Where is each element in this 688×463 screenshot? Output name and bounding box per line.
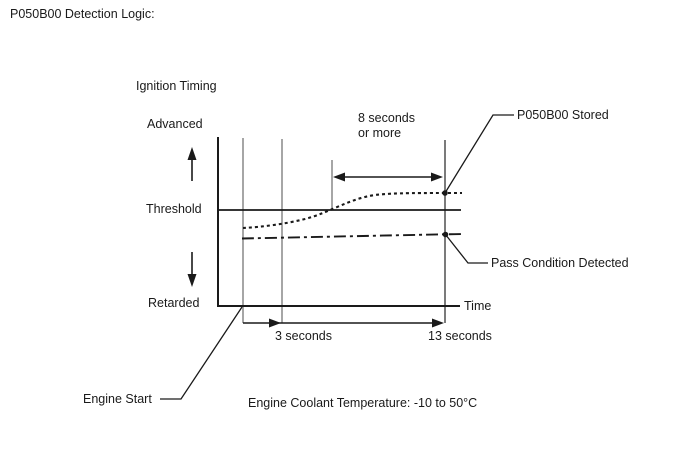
page-title: P050B00 Detection Logic: bbox=[10, 7, 155, 21]
retarded-label: Retarded bbox=[148, 296, 200, 310]
pass-condition-label: Pass Condition Detected bbox=[491, 256, 629, 270]
y-axis-title: Ignition Timing bbox=[136, 79, 217, 93]
stored-leader-line bbox=[444, 114, 514, 194]
pass-leader-line bbox=[444, 234, 488, 264]
tick-13-seconds-label: 13 seconds bbox=[428, 329, 492, 343]
stored-trace-dotted bbox=[242, 191, 463, 230]
x-axis-label: Time bbox=[464, 299, 492, 313]
duration-label-line1: 8 seconds bbox=[358, 111, 415, 125]
duration-label-line2: or more bbox=[358, 126, 402, 140]
timeline-arrow-3s-head-icon bbox=[269, 318, 281, 328]
coolant-condition-note: Engine Coolant Temperature: -10 to 50°C bbox=[248, 396, 478, 410]
advanced-label: Advanced bbox=[147, 117, 203, 131]
retarded-arrow-head-icon bbox=[187, 274, 197, 287]
threshold-label: Threshold bbox=[146, 202, 202, 216]
duration-arrow-left-head-icon bbox=[333, 172, 345, 182]
duration-arrow-right-head-icon bbox=[431, 172, 443, 182]
timeline-arrow-13s-head-icon bbox=[432, 318, 444, 328]
advanced-arrow-head-icon bbox=[187, 147, 197, 160]
pass-trace-dashdot bbox=[241, 233, 464, 240]
engine-start-label: Engine Start bbox=[83, 392, 152, 406]
tick-3-seconds-label: 3 seconds bbox=[275, 329, 332, 343]
engine-start-leader-line bbox=[160, 306, 243, 400]
stored-label: P050B00 Stored bbox=[517, 108, 609, 122]
